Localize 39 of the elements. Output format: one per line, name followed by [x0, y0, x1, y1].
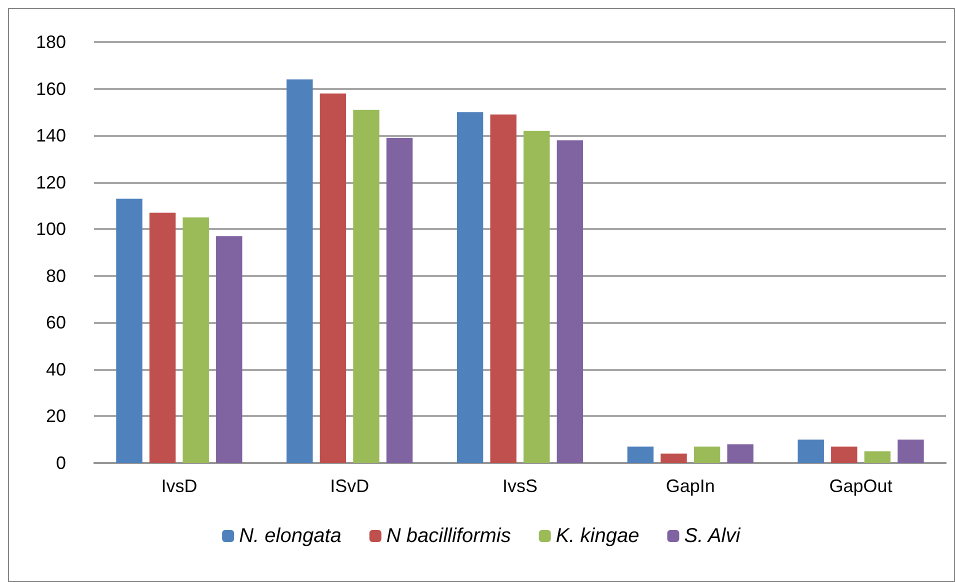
bar — [864, 451, 891, 463]
bar — [116, 198, 142, 463]
bar — [694, 446, 720, 463]
y-tick-label: 80 — [46, 266, 66, 286]
bar — [286, 79, 313, 463]
y-tick-label: 40 — [46, 359, 66, 380]
y-tick-label: 140 — [36, 126, 66, 146]
bar — [490, 114, 516, 463]
x-tick-label: GapIn — [666, 476, 715, 496]
bar — [524, 130, 550, 463]
legend-label: N. elongata — [239, 525, 342, 547]
x-tick-label: IvsS — [502, 476, 538, 496]
bar — [456, 112, 484, 463]
bar — [660, 454, 687, 463]
y-tick-label: 180 — [36, 32, 66, 52]
y-tick-label: 20 — [46, 406, 66, 426]
bar — [627, 446, 654, 463]
y-tick-label: 160 — [36, 78, 66, 99]
bar — [353, 110, 380, 463]
bar — [831, 446, 858, 463]
bar — [320, 93, 346, 463]
y-tick-label: 100 — [36, 219, 66, 240]
y-tick-label: 0 — [56, 453, 66, 473]
x-tick-label: IvsD — [161, 476, 198, 496]
y-tick-label: 120 — [36, 172, 66, 192]
x-tick-label: GapOut — [829, 476, 892, 496]
x-tick-label: ISvD — [330, 476, 370, 496]
y-tick-label: 60 — [46, 312, 66, 333]
bar — [149, 212, 176, 463]
bar — [727, 444, 754, 463]
legend-label: K. kingae — [556, 525, 640, 547]
bar — [216, 236, 242, 463]
bar — [386, 138, 413, 463]
bar — [182, 217, 209, 463]
bar — [556, 140, 584, 463]
bar — [898, 440, 924, 463]
legend-label: N bacilliformis — [386, 525, 511, 547]
legend-label: S. Alvi — [684, 525, 741, 547]
bar — [798, 440, 824, 463]
